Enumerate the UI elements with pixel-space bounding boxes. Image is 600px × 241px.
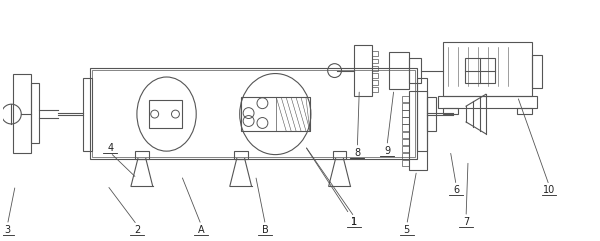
Bar	[402, 117, 409, 124]
Text: 4: 4	[107, 143, 113, 153]
Bar	[402, 103, 409, 109]
Text: 3: 3	[4, 225, 10, 235]
Text: 5: 5	[404, 225, 410, 235]
Bar	[372, 80, 378, 85]
Bar	[427, 97, 436, 131]
Bar	[402, 96, 409, 102]
Bar	[372, 51, 378, 56]
Bar	[517, 108, 532, 114]
Text: 8: 8	[354, 148, 361, 158]
Bar	[241, 97, 310, 131]
Bar	[402, 124, 409, 131]
Bar	[402, 110, 409, 117]
Text: 2: 2	[134, 225, 140, 235]
Ellipse shape	[240, 74, 311, 155]
Bar	[276, 97, 310, 131]
Text: 1: 1	[352, 217, 358, 227]
Text: B: B	[262, 225, 269, 235]
Bar	[83, 78, 92, 151]
Bar	[91, 68, 416, 159]
Bar	[402, 153, 409, 159]
Bar	[409, 58, 421, 83]
Bar	[439, 96, 537, 108]
Bar	[355, 45, 372, 96]
Text: 6: 6	[453, 185, 459, 195]
Bar	[31, 83, 39, 143]
Bar	[234, 151, 248, 159]
Bar	[135, 151, 149, 159]
Bar	[372, 73, 378, 78]
Text: A: A	[198, 225, 205, 235]
Bar	[416, 78, 427, 151]
Bar	[402, 139, 409, 145]
Text: 9: 9	[384, 146, 390, 156]
Text: 10: 10	[543, 185, 555, 195]
Bar	[443, 108, 458, 114]
Bar	[13, 74, 31, 153]
Bar	[372, 87, 378, 92]
Bar	[372, 59, 378, 63]
Bar	[92, 70, 415, 157]
Text: 1: 1	[307, 148, 358, 227]
Bar	[443, 42, 532, 96]
Bar	[372, 66, 378, 71]
Bar	[402, 132, 409, 138]
Bar	[402, 160, 409, 167]
Bar	[402, 146, 409, 152]
Bar	[332, 151, 346, 159]
Bar	[389, 52, 409, 89]
Bar	[149, 100, 182, 128]
Ellipse shape	[137, 77, 196, 151]
Bar	[532, 55, 542, 88]
Bar	[465, 58, 495, 83]
Text: 7: 7	[463, 217, 469, 227]
Bar	[409, 91, 427, 170]
